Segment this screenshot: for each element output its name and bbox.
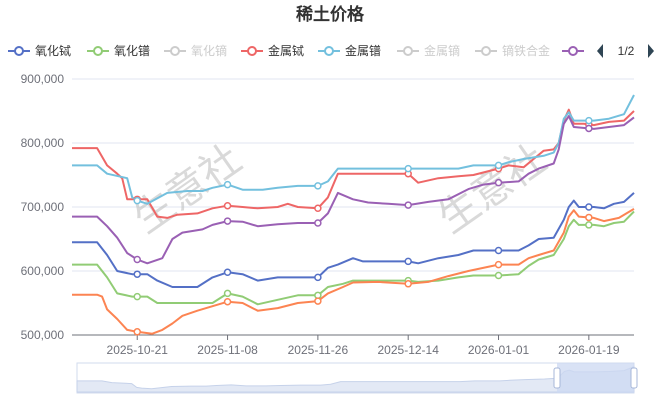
- y-tick-label: 600,000: [21, 264, 65, 278]
- legend-label: 金属镝: [424, 43, 460, 58]
- zoom-selected-range[interactable]: [557, 363, 634, 393]
- series-point: [314, 273, 322, 282]
- y-tick-label: 700,000: [21, 200, 65, 214]
- series-point: [314, 297, 322, 305]
- series-point: [314, 204, 322, 213]
- watermark-left: 生意社: [126, 137, 250, 242]
- legend-marker-icon: [93, 46, 103, 56]
- series-point: [223, 268, 232, 277]
- legend-item[interactable]: 金属镨: [318, 43, 381, 58]
- series-point: [494, 271, 503, 280]
- series-point: [314, 219, 322, 227]
- watermark-right: 生意社: [431, 137, 555, 242]
- legend-label: 氧化镝: [191, 43, 227, 58]
- legend-prev-icon[interactable]: [597, 44, 603, 58]
- series-point: [404, 280, 412, 288]
- legend-item[interactable]: 金属铽: [241, 43, 304, 58]
- legend-pager: 1/2: [597, 44, 654, 58]
- legend-item[interactable]: 氧化镨: [87, 43, 150, 58]
- x-tick-label: 2025-11-08: [197, 343, 258, 357]
- series-point: [404, 201, 412, 209]
- legend-marker-icon: [247, 46, 257, 56]
- series-point: [223, 297, 232, 306]
- series-point: [404, 257, 412, 266]
- x-axis: 2025-10-21 2025-11-08 2025-11-26 2025-12-14…: [72, 334, 634, 357]
- y-tick-label: 900,000: [21, 72, 65, 86]
- legend-label: 金属镨: [345, 43, 381, 58]
- legend-marker-icon: [324, 46, 334, 56]
- series-point: [223, 201, 232, 210]
- legend-item[interactable]: 氧化铽: [8, 43, 71, 58]
- series-line: [72, 115, 635, 265]
- series-line: [72, 192, 635, 288]
- series-point: [133, 255, 141, 264]
- series-point: [133, 196, 141, 205]
- series-point: [494, 178, 503, 187]
- y-tick-label: 500,000: [21, 328, 65, 342]
- series-point: [223, 180, 232, 189]
- series-point: [585, 221, 593, 229]
- chart-title: 稀土价格: [296, 4, 365, 24]
- series-point: [133, 328, 141, 336]
- series-line: [72, 208, 635, 335]
- x-tick-label: 2025-10-21: [107, 343, 169, 357]
- zoom-handle-right[interactable]: [630, 367, 638, 389]
- series-point: [133, 292, 141, 301]
- series-point: [585, 124, 593, 133]
- x-tick-label: 2025-12-14: [378, 343, 440, 357]
- series-line: [72, 94, 635, 205]
- series-point: [223, 217, 232, 225]
- legend-item[interactable]: 镝铁合金: [475, 43, 550, 58]
- legend-item[interactable]: [562, 46, 584, 56]
- legend-marker-icon: [568, 46, 578, 56]
- series-point: [133, 270, 141, 278]
- legend-item[interactable]: 氧化镝: [164, 43, 227, 58]
- zoom-handle-left[interactable]: [553, 367, 561, 389]
- x-tick-label: 2025-11-26: [288, 343, 349, 357]
- x-tick-label: 2026-01-19: [558, 343, 620, 357]
- legend-marker-icon: [481, 46, 491, 56]
- series-point: [494, 246, 503, 255]
- legend-marker-icon: [170, 46, 180, 56]
- watermark: 生意社 生意社: [126, 137, 555, 242]
- data-zoom-slider[interactable]: [76, 362, 638, 394]
- legend-item[interactable]: 金属镝: [397, 43, 460, 58]
- series-lines: [72, 94, 635, 335]
- series-line: [72, 210, 635, 306]
- series-point: [404, 164, 412, 173]
- legend-marker-icon: [403, 46, 413, 56]
- series-point: [494, 260, 503, 269]
- series-markers: [133, 116, 593, 336]
- legend-label: 氧化镨: [114, 43, 150, 58]
- series-point: [585, 116, 593, 125]
- series-point: [585, 213, 593, 222]
- legend-label: 氧化铽: [35, 43, 71, 58]
- legend-next-icon[interactable]: [648, 44, 654, 58]
- x-tick-label: 2026-01-01: [468, 343, 530, 357]
- legend-marker-icon: [14, 46, 24, 56]
- legend-page-indicator: 1/2: [618, 44, 635, 58]
- y-tick-label: 800,000: [21, 136, 65, 150]
- series-point: [223, 289, 232, 298]
- series-point: [314, 182, 322, 190]
- series-point: [585, 203, 593, 211]
- legend-label: 镝铁合金: [502, 43, 550, 58]
- legend: 氧化铽 氧化镨 氧化镝 金属铽 金属镨 金属镝 镝铁合金: [8, 43, 584, 58]
- legend-label: 金属铽: [268, 43, 304, 58]
- y-axis: 500,000 600,000 700,000 800,000 900,000: [21, 72, 65, 342]
- series-point: [494, 161, 503, 170]
